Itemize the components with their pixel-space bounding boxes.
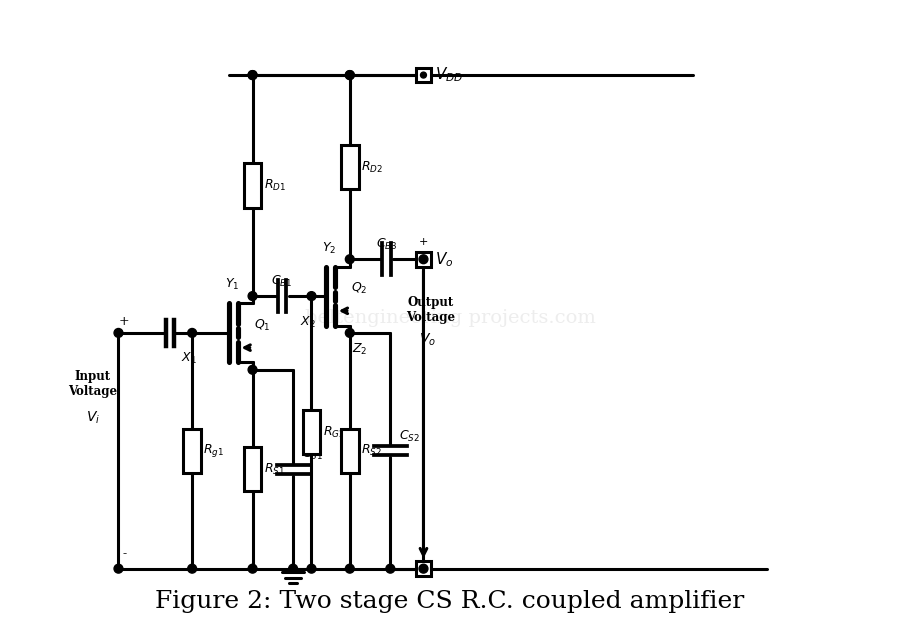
Text: $C_{B3}$: $C_{B3}$	[375, 237, 397, 252]
Circle shape	[248, 365, 257, 374]
Text: $R_{S1}$: $R_{S1}$	[264, 462, 284, 477]
Text: $V_o$: $V_o$	[418, 332, 436, 348]
Circle shape	[114, 328, 123, 337]
FancyBboxPatch shape	[244, 447, 261, 491]
Circle shape	[248, 292, 257, 301]
Circle shape	[346, 70, 355, 79]
FancyBboxPatch shape	[302, 410, 320, 455]
Circle shape	[346, 328, 355, 337]
Text: $Y_2$: $Y_2$	[322, 240, 337, 255]
Text: $C_{S2}$: $C_{S2}$	[400, 428, 420, 443]
Text: $R_{D2}$: $R_{D2}$	[361, 160, 382, 175]
Circle shape	[420, 565, 427, 572]
Text: $X_2$: $X_2$	[300, 314, 316, 330]
Text: $V_o$: $V_o$	[435, 250, 453, 269]
Circle shape	[188, 564, 196, 573]
Text: Output
Voltage: Output Voltage	[406, 296, 455, 324]
Circle shape	[307, 564, 316, 573]
Text: $Q_2$: $Q_2$	[351, 281, 368, 296]
Circle shape	[420, 256, 427, 262]
Text: $R_{g1}$: $R_{g1}$	[203, 442, 224, 459]
Circle shape	[386, 564, 395, 573]
Circle shape	[248, 70, 257, 79]
Text: +: +	[418, 238, 428, 247]
FancyBboxPatch shape	[416, 252, 431, 267]
Circle shape	[419, 255, 428, 264]
Circle shape	[346, 255, 355, 264]
Text: $X_1$: $X_1$	[181, 352, 196, 367]
FancyBboxPatch shape	[184, 429, 201, 473]
Circle shape	[346, 564, 355, 573]
Circle shape	[188, 328, 196, 337]
FancyBboxPatch shape	[416, 561, 431, 576]
Text: $R_{G2}$: $R_{G2}$	[322, 425, 345, 440]
Text: $Y_1$: $Y_1$	[225, 277, 239, 292]
Text: $R_{S2}$: $R_{S2}$	[361, 443, 382, 459]
Circle shape	[248, 564, 257, 573]
Circle shape	[248, 70, 257, 79]
Text: $V_{DD}$: $V_{DD}$	[435, 65, 463, 84]
FancyBboxPatch shape	[341, 429, 358, 473]
Text: beltengineering projects.com: beltengineering projects.com	[304, 309, 596, 327]
Text: $V_i$: $V_i$	[86, 409, 100, 426]
Circle shape	[419, 564, 428, 573]
Text: -: -	[122, 547, 126, 560]
Text: $C_{B1}$: $C_{B1}$	[271, 274, 292, 289]
Circle shape	[289, 564, 298, 573]
Text: $C_{S1}$: $C_{S1}$	[302, 447, 323, 462]
FancyBboxPatch shape	[416, 68, 431, 82]
Circle shape	[114, 564, 123, 573]
Text: $R_{D1}$: $R_{D1}$	[264, 178, 286, 193]
FancyBboxPatch shape	[341, 145, 358, 189]
Circle shape	[307, 292, 316, 301]
FancyBboxPatch shape	[244, 164, 261, 208]
Text: $Q_1$: $Q_1$	[254, 318, 271, 333]
Text: +: +	[119, 315, 130, 328]
Text: $Z_2$: $Z_2$	[352, 342, 367, 357]
Text: Input
Voltage: Input Voltage	[68, 370, 117, 398]
Circle shape	[420, 72, 427, 78]
Text: Figure 2: Two stage CS R.C. coupled amplifier: Figure 2: Two stage CS R.C. coupled ampl…	[156, 590, 744, 613]
Circle shape	[346, 70, 355, 79]
